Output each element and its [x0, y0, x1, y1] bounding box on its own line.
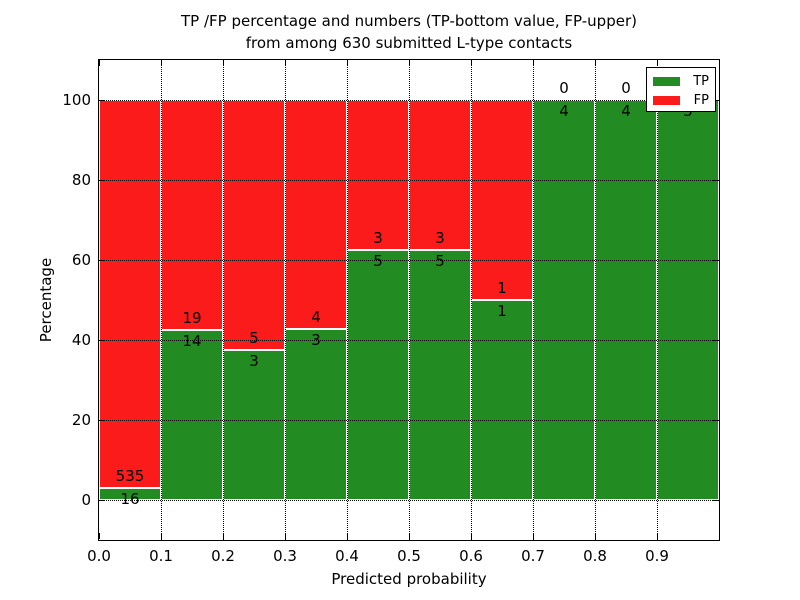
bar-tp-segment — [347, 250, 409, 500]
tp-swatch-icon — [653, 77, 680, 86]
tp-count-label: 14 — [182, 332, 202, 351]
tp-count-label: 1 — [497, 302, 507, 320]
x-tick — [719, 60, 720, 66]
x-tick — [99, 60, 100, 66]
fp-count-label: 19 — [182, 309, 202, 328]
y-axis-label: Percentage — [37, 257, 55, 343]
legend-label-tp: TP — [693, 74, 709, 89]
x-tick-label: 0.4 — [335, 547, 359, 565]
bar-tp-segment — [657, 100, 719, 500]
plot-area: 5351619145343353511040405 TP FP — [98, 59, 720, 541]
fp-swatch-icon — [653, 96, 680, 105]
y-tick-label: 60 — [71, 251, 91, 269]
fp-count-label: 1 — [497, 279, 507, 297]
fp-count-label: 0 — [621, 79, 631, 97]
fp-count-label: 535 — [115, 467, 145, 486]
y-tick-label: 80 — [71, 171, 91, 189]
x-tick-label: 0.7 — [521, 547, 545, 565]
bar-fp-segment — [347, 100, 409, 250]
count-labels-layer: 5351619145343353511040405 — [99, 60, 719, 540]
y-tick-label: 0 — [81, 491, 91, 509]
y-tick-label: 20 — [71, 411, 91, 429]
tp-count-label: 4 — [621, 102, 631, 120]
bar-fp-segment — [471, 100, 533, 300]
tp-count-label: 4 — [559, 102, 569, 120]
fp-count-label: 5 — [249, 329, 259, 347]
x-tick-label: 0.9 — [645, 547, 669, 565]
chart-title-line2: from among 630 submitted L-type contacts — [245, 34, 573, 52]
tp-count-label: 16 — [120, 490, 140, 509]
x-tick-label: 0.1 — [149, 547, 173, 565]
fp-count-label: 0 — [559, 79, 569, 97]
x-tick-label: 0.0 — [87, 547, 111, 565]
x-tick-label: 0.6 — [459, 547, 483, 565]
bar-fp-segment — [285, 100, 347, 329]
x-tick — [719, 533, 720, 539]
fp-count-label: 3 — [373, 229, 383, 247]
bar-tp-segment — [223, 350, 285, 500]
fp-count-label: 3 — [435, 229, 445, 247]
bar-fp-segment — [409, 100, 471, 250]
legend-row-fp: FP — [653, 91, 709, 110]
x-tick-label: 0.2 — [211, 547, 235, 565]
chart-title: TP /FP percentage and numbers (TP-bottom… — [99, 10, 719, 54]
tp-count-label: 5 — [373, 252, 383, 270]
x-tick — [99, 533, 100, 539]
x-axis-label: Predicted probability — [331, 570, 487, 588]
bar-tp-segment — [595, 100, 657, 500]
x-tick-label: 0.8 — [583, 547, 607, 565]
tp-count-label: 3 — [311, 330, 321, 349]
bar-fp-segment — [99, 100, 161, 489]
chart-title-line1: TP /FP percentage and numbers (TP-bottom… — [181, 12, 637, 30]
x-tick-label: 0.5 — [397, 547, 421, 565]
bar-tp-segment — [99, 488, 161, 500]
legend: TP FP — [646, 67, 716, 112]
bars-layer — [99, 60, 719, 540]
legend-label-fp: FP — [693, 93, 709, 108]
legend-row-tp: TP — [653, 72, 709, 91]
fp-count-label: 4 — [311, 307, 321, 326]
y-tick-label: 40 — [71, 331, 91, 349]
bar-fp-segment — [161, 100, 223, 331]
bar-tp-segment — [285, 328, 347, 500]
x-tick-label: 0.3 — [273, 547, 297, 565]
tp-count-label: 5 — [435, 252, 445, 270]
y-tick-label: 100 — [62, 91, 91, 109]
tp-count-label: 3 — [249, 352, 259, 370]
bar-tp-segment — [533, 100, 595, 500]
